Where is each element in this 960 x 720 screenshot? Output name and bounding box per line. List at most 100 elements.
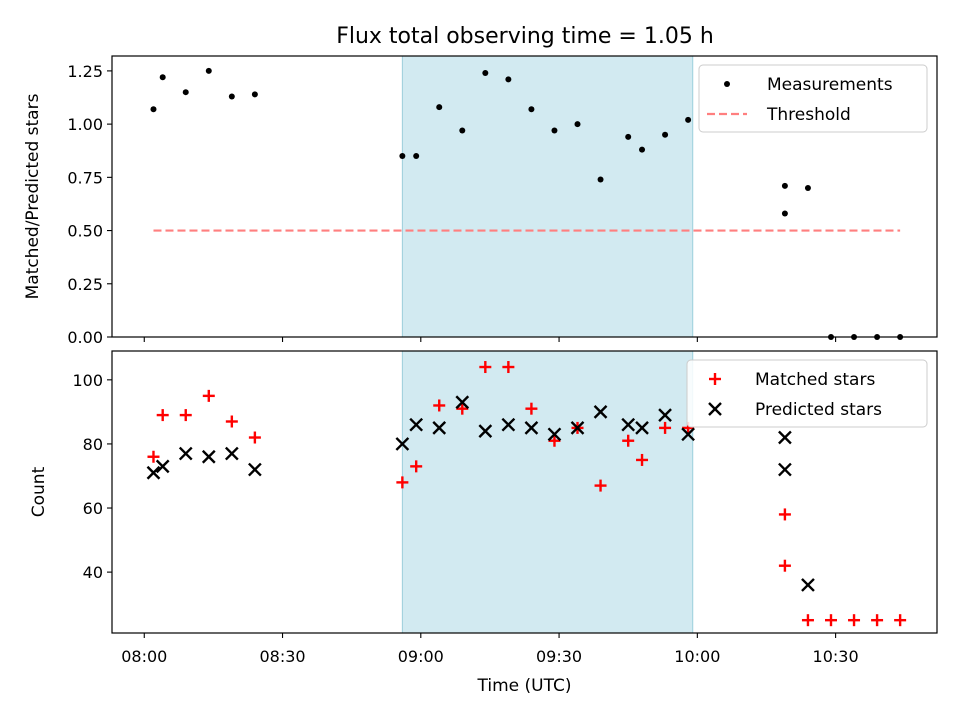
x-tick-label: 09:30 [536,647,582,666]
matched-stars-point [622,434,635,447]
predicted-stars-point [178,446,193,461]
legend-label: Threshold [766,105,851,125]
measurement-point [150,106,157,113]
predicted-stars-point [570,421,585,435]
measurement-point [505,76,512,83]
legend-label: Predicted stars [755,400,882,420]
matched-stars-point [147,450,160,463]
ratio-y-axis-label: Matched/Predicted stars [23,93,43,299]
ratio-panel: 0.00 0.25 0.50 0.75 1.00 1.25 Matched/Predict… [23,55,938,347]
y-tick-label: 40 [83,563,103,582]
predicted-stars-point [524,421,539,435]
measurement-point [551,127,558,134]
matched-stars-point [548,434,561,447]
measurement-point [662,131,669,138]
y-tick-label: 0.00 [67,328,103,347]
predicted-stars-point [501,417,516,432]
predicted-stars-point [155,459,170,474]
count-axes-frame [111,350,938,634]
count-x-ticks: 08:00 08:30 09:00 09:30 10:00 10:30 [121,633,859,666]
count-y-axis-label: Count [29,466,49,517]
matched-stars-point [801,614,814,627]
matched-stars-point [502,361,515,374]
x-tick-label: 08:00 [121,647,167,666]
y-tick-label: 1.00 [67,115,103,134]
measurement-point [399,153,406,160]
x-tick-label: 10:30 [813,647,859,666]
y-tick-label: 0.50 [67,222,103,241]
predicted-stars-point [593,405,608,419]
measurement-point [639,146,646,153]
y-tick-label: 1.25 [67,62,103,81]
predicted-stars-point [658,408,672,422]
predicted-stars-point [455,395,470,410]
matched-stars-point [479,361,492,374]
count-shaded-span [401,350,694,634]
predicted-stars-point [201,449,216,464]
count-y-ticks: 40 60 80 100 [72,371,112,582]
matched-stars-point [871,614,884,627]
matched-stars-point [636,453,649,466]
matched-stars-point [778,559,791,572]
matched-stars-point [248,431,261,444]
measurement-point [228,93,235,100]
predicted-stars-point [409,417,424,432]
predicted-stars-point [635,421,649,435]
matched-stars-point [396,476,409,489]
predicted-stars-point [681,427,695,442]
matched-stars-point [156,409,169,422]
y-tick-label: 0.75 [67,168,103,187]
measurement-point [528,106,535,113]
predicted-stars-point [432,421,447,435]
legend-box [698,64,928,133]
measurement-point [436,104,443,111]
matched-stars-point [456,402,469,415]
predicted-stars-point [478,424,493,438]
matched-stars-point [594,479,607,492]
legend-box [686,359,928,428]
measurement-point [251,91,258,98]
count-legend: Matched stars Predicted stars [686,359,928,428]
measurement-point [413,153,420,160]
measurement-point [205,67,212,74]
predicted-stars-point [224,446,239,461]
measurement-point [482,70,489,77]
y-tick-label: 80 [83,435,103,454]
legend-predicted-marker [708,402,722,416]
measurement-point [159,74,166,81]
predicted-stars-point [621,417,636,432]
count-panel: 40 60 80 100 08:00 08:30 09:00 09:30 10:00 10:30… [29,350,938,696]
predicted-stars-point [248,462,262,477]
ratio-shaded-span [401,55,694,338]
measurement-point [182,89,189,96]
matched-stars-point [848,614,861,627]
x-tick-label: 09:00 [398,647,444,666]
measurement-point [685,116,692,123]
matched-stars-point [824,614,837,627]
matched-stars-point [659,421,672,434]
measurement-point [781,210,788,217]
measurement-point [625,133,632,140]
legend-measurement-marker [724,81,730,87]
ratio-x-ticks [143,337,837,342]
matched-stars-point [894,614,907,627]
legend-label: Measurements [767,75,893,95]
measurement-point [597,176,604,183]
predicted-stars-point [778,462,792,477]
predicted-stars-point [395,437,410,451]
legend-label: Matched stars [755,370,875,390]
predicted-stars-point [146,465,161,480]
ratio-axes-frame [111,55,938,338]
y-tick-label: 100 [72,371,103,390]
chart-title: Flux total observing time = 1.05 h [336,24,714,49]
matched-stars-point [410,460,423,473]
matched-stars-point [778,508,791,521]
ratio-y-ticks: 0.00 0.25 0.50 0.75 1.00 1.25 [67,62,112,347]
measurement-point [804,184,811,191]
legend-matched-marker [709,373,721,385]
ratio-legend: Measurements Threshold [698,64,928,133]
matched-stars-point [525,402,538,415]
y-tick-label: 0.25 [67,275,103,294]
matched-stars-point [433,399,446,412]
